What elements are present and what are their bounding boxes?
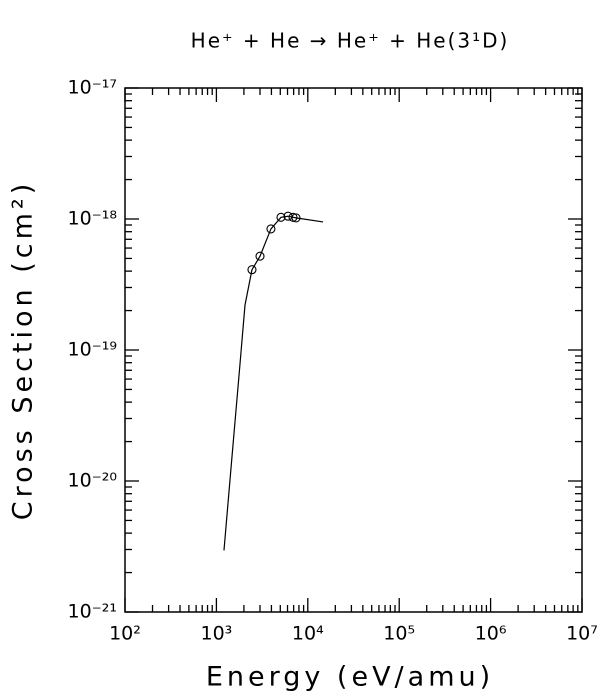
y-axis-label: Cross Section (cm²): [8, 180, 39, 521]
data-point: [266, 224, 276, 234]
data-point: [276, 212, 286, 222]
x-tick-label: 10⁴: [292, 623, 324, 645]
data-point: [291, 213, 301, 223]
data-line: [223, 215, 324, 551]
y-tick-label: 10⁻²⁰: [68, 470, 117, 492]
data-point: [255, 251, 265, 261]
y-tick-label: 10⁻¹⁷: [68, 77, 117, 99]
x-tick-label: 10⁷: [566, 623, 598, 645]
x-tick-label: 10²: [109, 623, 141, 645]
y-tick-label: 10⁻¹⁹: [68, 339, 117, 361]
x-axis-label: Energy (eV/amu): [206, 662, 494, 693]
plot-frame: [124, 87, 583, 613]
y-tick-label: 10⁻¹⁸: [68, 208, 117, 230]
x-tick-label: 10⁶: [475, 623, 507, 645]
chart-title: He⁺ + He → He⁺ + He(3¹D): [191, 29, 510, 53]
y-tick-label: 10⁻²¹: [68, 601, 117, 623]
x-tick-label: 10⁵: [383, 623, 415, 645]
data-point: [247, 265, 257, 275]
x-tick-label: 10³: [201, 623, 233, 645]
data-point: [288, 212, 298, 222]
